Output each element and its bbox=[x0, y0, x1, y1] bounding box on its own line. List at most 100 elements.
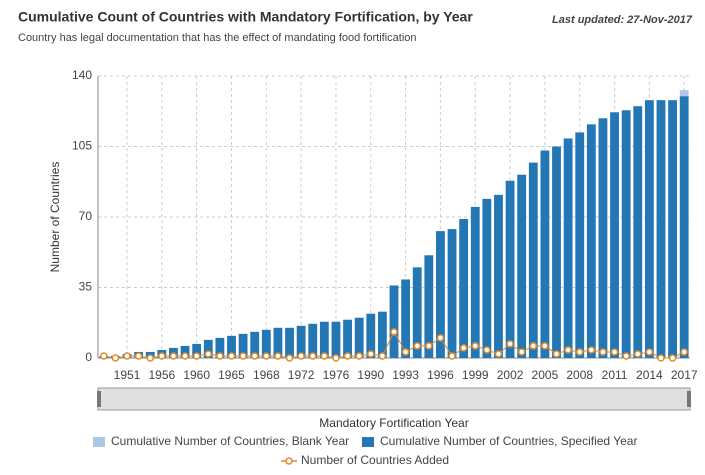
navigator-track[interactable] bbox=[97, 387, 691, 411]
bar bbox=[459, 219, 469, 358]
line-point bbox=[552, 350, 561, 358]
x-tick-label: 1965 bbox=[218, 368, 245, 382]
bar bbox=[227, 335, 236, 358]
bar bbox=[586, 124, 596, 358]
bar bbox=[470, 206, 480, 358]
line-point bbox=[308, 352, 317, 360]
bar bbox=[319, 321, 329, 358]
x-tick-label: 1996 bbox=[427, 368, 454, 382]
x-tick-label: 2005 bbox=[532, 368, 559, 382]
line-point bbox=[216, 352, 224, 360]
line-point bbox=[483, 346, 491, 354]
line-point bbox=[123, 352, 131, 360]
bar bbox=[261, 329, 271, 358]
navigator-handle[interactable] bbox=[687, 391, 691, 407]
bar bbox=[575, 132, 585, 358]
annotation: Last updated: 27-Nov-2017 bbox=[552, 14, 693, 26]
x-tick-label: 2008 bbox=[566, 368, 593, 382]
x-tick-label: 2017 bbox=[671, 368, 698, 382]
line-point bbox=[332, 354, 340, 362]
line-point bbox=[471, 342, 480, 350]
line-point bbox=[158, 352, 166, 360]
bar bbox=[552, 146, 561, 358]
bar bbox=[250, 331, 260, 358]
line-point bbox=[227, 352, 236, 360]
bar bbox=[215, 337, 225, 358]
y-tick-label: 105 bbox=[72, 139, 92, 153]
x-tick-label: 2002 bbox=[497, 368, 524, 382]
x-axis-title: Mandatory Fortification Year bbox=[319, 416, 468, 430]
bar bbox=[517, 174, 527, 358]
x-tick-label: 1960 bbox=[183, 368, 210, 382]
bar bbox=[621, 110, 631, 358]
legend-label: Number of Countries Added bbox=[301, 453, 449, 467]
chart-title: Cumulative Count of Countries with Manda… bbox=[18, 9, 473, 25]
line-point bbox=[274, 352, 282, 360]
line-point bbox=[529, 342, 538, 350]
line-point bbox=[541, 342, 549, 350]
bar bbox=[203, 339, 213, 358]
navigator[interactable] bbox=[97, 387, 691, 411]
x-tick-label: 1976 bbox=[323, 368, 350, 382]
bar bbox=[377, 311, 387, 358]
bar bbox=[656, 100, 666, 359]
bar bbox=[366, 313, 376, 358]
line-point bbox=[599, 348, 607, 356]
bar bbox=[528, 162, 538, 358]
x-tick-label: 1956 bbox=[148, 368, 175, 382]
navigator-handle[interactable] bbox=[97, 391, 101, 407]
line-point bbox=[192, 352, 201, 360]
line-point bbox=[378, 352, 387, 360]
line-point bbox=[100, 352, 108, 360]
x-tick-label: 1999 bbox=[462, 368, 489, 382]
line-point bbox=[413, 342, 421, 350]
line-point bbox=[262, 352, 271, 360]
bar bbox=[598, 118, 608, 358]
x-tick-label: 1993 bbox=[392, 368, 419, 382]
bar bbox=[424, 255, 434, 358]
line-point bbox=[610, 348, 619, 356]
legend-swatch bbox=[285, 457, 293, 465]
bar bbox=[412, 267, 422, 358]
line-point bbox=[517, 348, 526, 356]
line-point bbox=[181, 352, 189, 360]
line-point bbox=[401, 348, 410, 356]
bar bbox=[436, 231, 445, 358]
line-point bbox=[494, 350, 503, 358]
line-point bbox=[645, 348, 654, 356]
bar bbox=[679, 90, 689, 97]
bar bbox=[389, 285, 399, 358]
line-point bbox=[564, 346, 572, 354]
bar bbox=[331, 321, 341, 358]
y-tick-label: 35 bbox=[79, 280, 93, 294]
line-point bbox=[204, 350, 213, 358]
x-tick-label: 2014 bbox=[636, 368, 663, 382]
legend-label: Cumulative Number of Countries, Blank Ye… bbox=[111, 434, 349, 448]
line-point bbox=[146, 354, 154, 362]
bar bbox=[505, 180, 515, 358]
y-tick-label: 0 bbox=[85, 350, 92, 364]
bar bbox=[192, 343, 202, 358]
line-point bbox=[343, 352, 352, 360]
x-tick-label: 2011 bbox=[602, 368, 628, 382]
x-tick-label: 1951 bbox=[114, 368, 141, 382]
bar bbox=[308, 323, 318, 358]
line-point bbox=[448, 352, 456, 360]
line-point bbox=[622, 352, 630, 360]
bar bbox=[273, 327, 283, 358]
line-point bbox=[355, 352, 363, 360]
line-point bbox=[297, 352, 305, 360]
line-point bbox=[680, 348, 688, 356]
line-point bbox=[367, 350, 375, 358]
bar bbox=[482, 198, 492, 358]
y-axis-title: Number of Countries bbox=[48, 162, 62, 273]
bar bbox=[447, 229, 457, 358]
line-point bbox=[425, 342, 433, 350]
legend-label: Cumulative Number of Countries, Specifie… bbox=[380, 434, 637, 448]
subtitle: Country has legal documentation that has… bbox=[18, 32, 417, 44]
bar bbox=[180, 345, 190, 358]
line-point bbox=[657, 354, 665, 362]
line-point bbox=[250, 352, 259, 360]
bar bbox=[644, 100, 654, 359]
